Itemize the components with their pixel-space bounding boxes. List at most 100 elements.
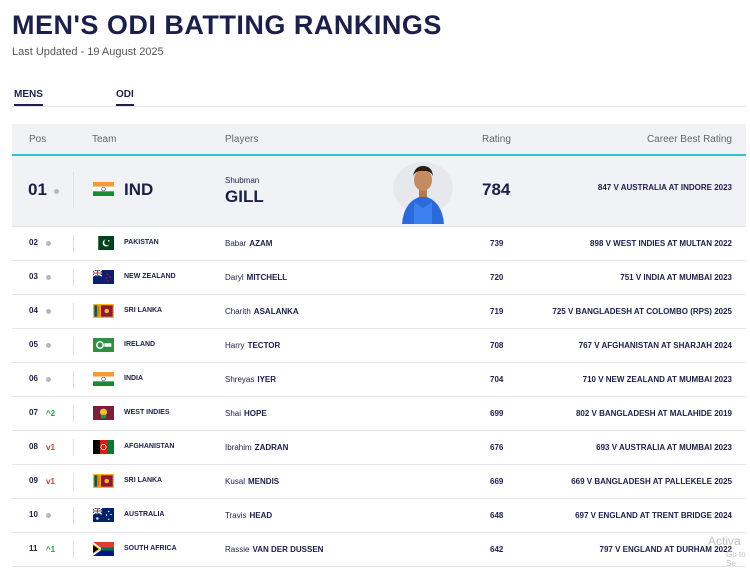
player-name: Kusal MENDIS <box>225 477 279 486</box>
header-team: Team <box>92 134 117 145</box>
header-career-best: Career Best Rating <box>646 134 732 145</box>
player-last-name: ZADRAN <box>254 443 289 452</box>
player-last-name: MENDIS <box>248 477 280 486</box>
australia-flag-icon <box>92 508 115 522</box>
rankings-table: Pos Team Players Rating Career Best Rati… <box>12 124 746 567</box>
movement-up: ^ 1 <box>46 542 55 556</box>
position: 06 <box>29 374 38 383</box>
player-photo <box>390 158 456 224</box>
header-pos: Pos <box>29 134 47 145</box>
ireland-cricket-flag-icon <box>92 338 115 352</box>
tab-bar: MENS ODI <box>12 88 746 107</box>
movement <box>46 304 51 318</box>
table-row-top[interactable]: 01 IND Shubman GILL 784 847 V AUSTRALIA … <box>12 156 746 227</box>
career-best: 802 V BANGLADESH AT MALAHIDE 2019 <box>575 409 732 418</box>
header-players: Players <box>225 134 259 145</box>
table-row[interactable]: 11 ^ 1 SOUTH AFRICA Rassie VAN DER DUSSEN … <box>12 533 746 567</box>
position: 11 <box>29 544 38 553</box>
india-flag-icon <box>92 182 115 196</box>
position: 10 <box>29 510 38 519</box>
movement-value: 1 <box>50 544 56 554</box>
team-name: IRELAND <box>124 341 156 348</box>
career-best: 693 V AUSTRALIA AT MUMBAI 2023 <box>596 443 732 452</box>
team-name: AUSTRALIA <box>124 511 165 518</box>
rating-value: 642 <box>490 545 504 554</box>
player-last-name: TECTOR <box>247 341 281 350</box>
table-row[interactable]: 10 AUSTRALIA Travis HEAD 648 697 V ENGLAN… <box>12 499 746 533</box>
tab-odi[interactable]: ODI <box>116 89 134 106</box>
divider <box>73 303 74 320</box>
sri-lanka-flag-icon <box>92 474 115 488</box>
position: 05 <box>29 340 38 349</box>
team-name: SOUTH AFRICA <box>124 545 177 552</box>
player-name: Harry TECTOR <box>225 341 280 350</box>
player-last-name: HOPE <box>244 409 267 418</box>
player-last-name: MITCHELL <box>246 273 288 282</box>
divider <box>73 439 74 456</box>
header-rating: Rating <box>482 134 511 145</box>
west-indies-flag-icon <box>92 406 115 420</box>
page-title: MEN'S ODI BATTING RANKINGS <box>12 10 442 40</box>
player-name: Shai HOPE <box>225 409 267 418</box>
position: 08 <box>29 442 38 451</box>
movement <box>46 236 51 250</box>
table-row[interactable]: 02 PAKISTAN Babar AZAM 739 898 V WEST IND… <box>12 227 746 261</box>
arrow-up-icon: ^ <box>46 408 51 418</box>
career-best: 669 V BANGLADESH AT PALLEKELE 2025 <box>571 477 732 486</box>
player-name: Daryl MITCHELL <box>225 273 287 282</box>
table-row[interactable]: 05 IRELAND Harry TECTOR 708 767 V AFGHANI… <box>12 329 746 363</box>
activation-watermark-sub: Go to Se <box>726 550 746 568</box>
team-name: SRI LANKA <box>124 307 163 314</box>
divider <box>73 371 74 388</box>
career-best: 898 V WEST INDIES AT MULTAN 2022 <box>590 239 732 248</box>
no-change-dot-icon <box>46 240 51 246</box>
movement <box>46 338 51 352</box>
player-name: Charith ASALANKA <box>225 307 299 316</box>
table-row[interactable]: 04 SRI LANKA Charith ASALANKA 719 725 V B… <box>12 295 746 329</box>
movement-value: 1 <box>50 442 55 452</box>
divider <box>73 235 74 252</box>
team-name: SRI LANKA <box>124 477 163 484</box>
player-last-name: VAN DER DUSSEN <box>252 545 324 554</box>
position: 02 <box>29 238 38 247</box>
team-name: WEST INDIES <box>124 409 170 416</box>
position: 04 <box>29 306 38 315</box>
rating-value: 699 <box>490 409 504 418</box>
career-best: 710 V NEW ZEALAND AT MUMBAI 2023 <box>582 375 732 384</box>
rating-value: 708 <box>490 341 504 350</box>
rating-value: 784 <box>482 180 511 199</box>
career-best: 767 V AFGHANISTAN AT SHARJAH 2024 <box>578 341 732 350</box>
table-row[interactable]: 06 INDIA Shreyas IYER 704 710 V NEW ZEALA… <box>12 363 746 397</box>
sri-lanka-flag-icon <box>92 304 115 318</box>
no-change-dot-icon <box>46 376 51 382</box>
movement <box>46 372 51 386</box>
player-first-name: Rassie <box>225 545 250 554</box>
team-name: INDIA <box>124 375 144 382</box>
divider <box>73 541 74 558</box>
player-first-name: Shreyas <box>225 375 255 384</box>
divider <box>73 172 74 208</box>
tab-mens[interactable]: MENS <box>14 89 43 106</box>
rating-value: 739 <box>490 239 504 248</box>
player-last-name: GILL <box>225 187 264 206</box>
no-change-dot-icon <box>46 512 51 518</box>
divider <box>73 473 74 490</box>
table-row[interactable]: 03 NEW ZEALAND Daryl MITCHELL 720 751 V I… <box>12 261 746 295</box>
arrow-up-icon: ^ <box>46 544 51 554</box>
movement-value: 2 <box>50 408 56 418</box>
career-best: 725 V BANGLADESH AT COLOMBO (RPS) 2025 <box>552 307 732 316</box>
player-first-name: Shubman <box>225 176 260 185</box>
career-best: 847 V AUSTRALIA AT INDORE 2023 <box>597 183 732 192</box>
table-row[interactable]: 07 ^ 2 WEST INDIES Shai HOPE 699 802 V BAN… <box>12 397 746 431</box>
career-best: 751 V INDIA AT MUMBAI 2023 <box>620 273 732 282</box>
arrow-down-icon: v <box>46 442 51 452</box>
player-last-name: AZAM <box>249 239 273 248</box>
team-name: AFGHANISTAN <box>124 443 175 450</box>
player-first-name: Ibrahim <box>225 443 252 452</box>
no-change-dot-icon <box>46 342 51 348</box>
movement-value: 1 <box>50 476 55 486</box>
